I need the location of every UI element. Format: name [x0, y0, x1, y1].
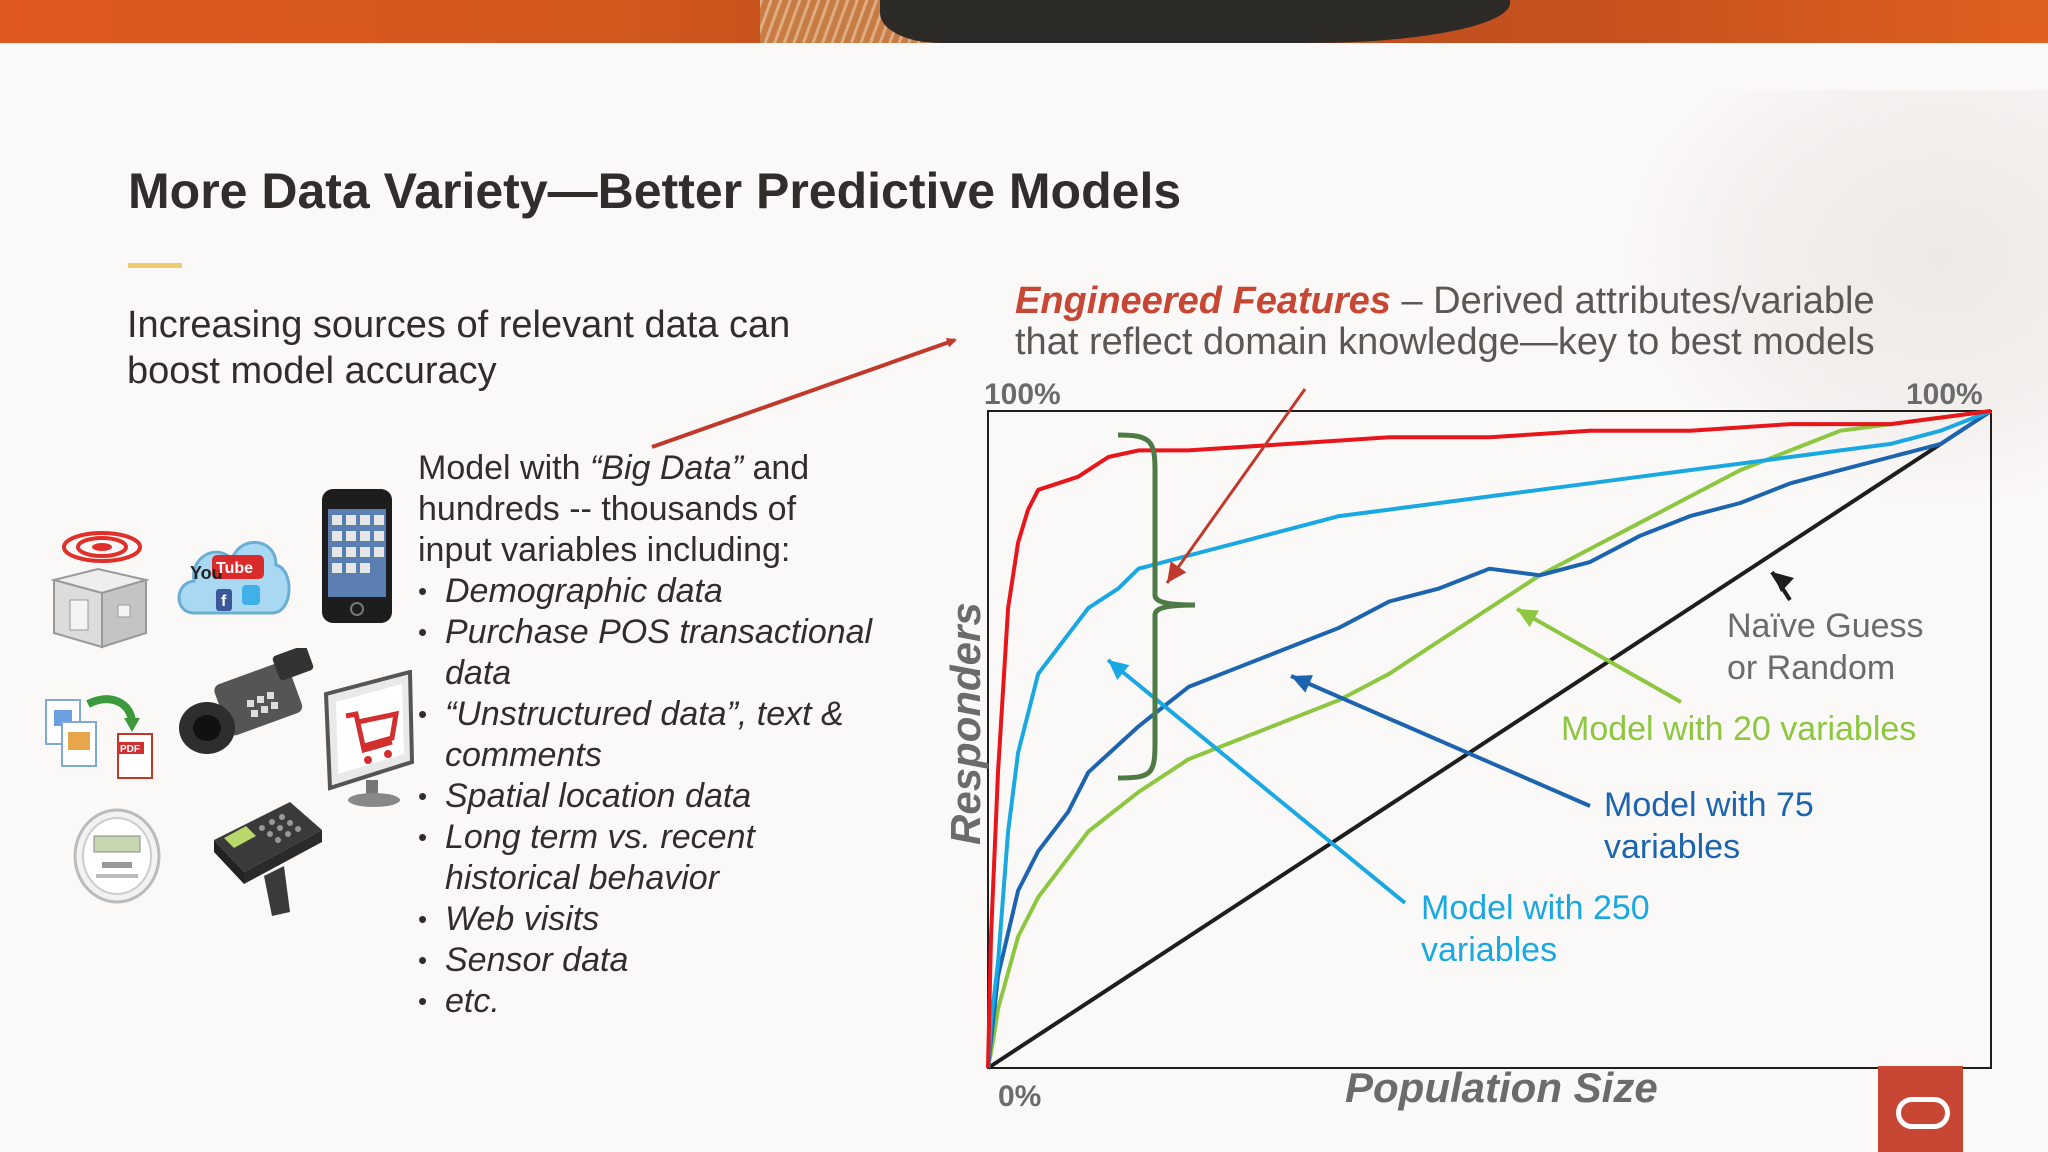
model250-label-line-2: variables: [1421, 931, 1557, 969]
series-line-model250: [986, 409, 1992, 1069]
naive-arrow-head: [1772, 572, 1794, 592]
list-item: Long term vs. recent: [418, 817, 918, 858]
list-item: Web visits: [418, 899, 918, 940]
model-box-big-data: “Big Data”: [589, 449, 744, 487]
list-item: Spatial location data: [418, 776, 918, 817]
svg-text:f: f: [221, 593, 227, 610]
y-top-label: 100%: [984, 378, 1061, 411]
svg-text:Tube: Tube: [216, 560, 253, 577]
shopping-cart-monitor-icon: [323, 670, 415, 807]
banner-dark-shape: [880, 0, 1510, 43]
model-box-line-3: input variables including:: [418, 531, 791, 569]
x-axis-title: Population Size: [1345, 1064, 1658, 1111]
naive-label-line-2: or Random: [1727, 649, 1895, 687]
naive-label-line-1: Naïve Guess: [1727, 607, 1924, 645]
intro-text: Increasing sources of relevant data can …: [127, 304, 791, 392]
series-line-model75: [986, 409, 1993, 1069]
annotation-arrows: [1106, 388, 1794, 905]
radar-building-icon: [50, 531, 150, 649]
svg-text:PDF: PDF: [120, 744, 140, 755]
background-decoration: [1618, 90, 2048, 510]
title-underline: [128, 263, 182, 268]
model-box-line-1: Model with “Big Data” and: [418, 448, 918, 489]
smartphone-icon: [322, 489, 392, 623]
x-start-label: 0%: [998, 1080, 1041, 1113]
big-data-description: Model with “Big Data” and hundreds -- th…: [418, 448, 918, 1022]
model-box-line-2: hundreds -- thousands of: [418, 490, 797, 528]
list-item: Sensor data: [418, 940, 918, 981]
callout-arrow: [651, 337, 957, 449]
model75-label-line-1: Model with 75: [1604, 786, 1814, 824]
list-item-continuation: data: [445, 654, 512, 692]
plot-frame: [987, 410, 1992, 1069]
model75-label-line-2: variables: [1604, 828, 1740, 866]
engineered-features-line-2: that reflect domain knowledge—key to bes…: [1015, 321, 1875, 363]
model20-label: Model with 20 variables: [1561, 710, 1916, 748]
model-box-line-1-suffix: and: [743, 449, 810, 487]
page-title: More Data Variety—Better Predictive Mode…: [128, 163, 1182, 219]
video-camera-icon: [179, 648, 314, 754]
oracle-logo: [1878, 1066, 1963, 1152]
improvement-brace: [1117, 432, 1196, 781]
engineered-arrow: [1165, 388, 1307, 584]
youtube-social-cloud-icon: You Tube f: [177, 541, 291, 615]
list-item: Demographic data: [418, 571, 918, 612]
header-banner: [0, 0, 2048, 43]
list-item: etc.: [418, 981, 918, 1022]
series-line-model20: [986, 409, 1992, 1069]
engineered-features-text: – Derived attributes/variable: [1390, 280, 1875, 322]
x-end-label: 100%: [1906, 378, 1983, 411]
list-item-continuation: comments: [445, 736, 602, 774]
list-item: Purchase POS transactional: [418, 612, 918, 653]
data-sources-list: Demographic data Purchase POS transactio…: [418, 571, 918, 1022]
y-axis-title: Responders: [942, 602, 989, 845]
documents-pdf-icon: PDF: [45, 695, 153, 779]
engineered-features-highlight: Engineered Features: [1015, 280, 1391, 322]
list-item-continuation: historical behavior: [445, 859, 720, 897]
engineered-features-callout: Engineered Features – Derived attributes…: [1015, 281, 1875, 363]
series-line-model_best: [986, 409, 1992, 1069]
barcode-scanner-icon: [214, 802, 322, 916]
series-layer: [986, 409, 1993, 1070]
model250-label-line-1: Model with 250: [1421, 889, 1650, 927]
list-item: “Unstructured data”, text &: [418, 694, 918, 735]
oracle-logo-ring: [1896, 1097, 1950, 1129]
series-line-naive: [986, 409, 1993, 1070]
smart-meter-icon: [73, 808, 161, 904]
model-box-line-1-prefix: Model with: [418, 449, 590, 487]
svg-text:You: You: [190, 563, 223, 583]
model20-arrow: [1516, 607, 1682, 704]
model75-arrow: [1290, 674, 1591, 808]
